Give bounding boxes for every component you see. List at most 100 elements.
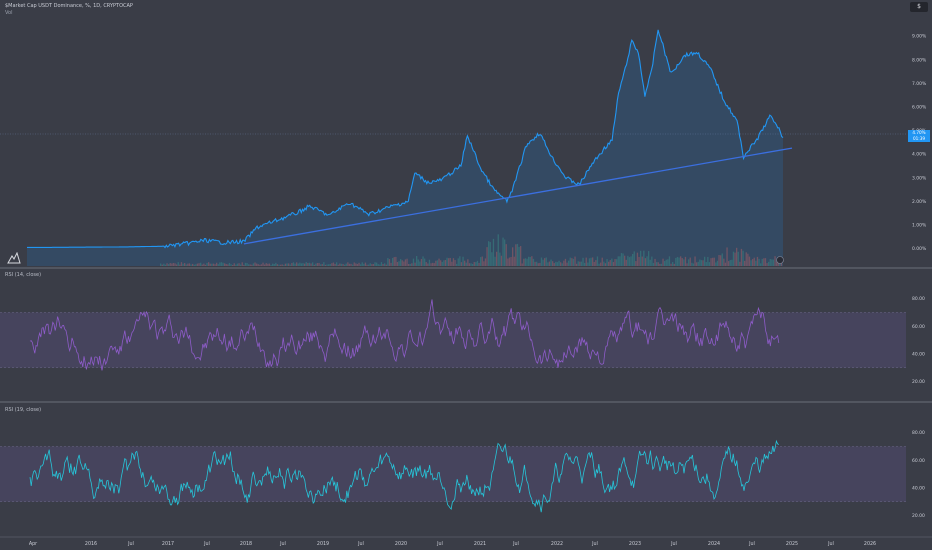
x-tick-label: Jul (512, 541, 519, 547)
volume-bar (364, 262, 367, 266)
volume-bar (547, 262, 549, 266)
volume-bar (502, 237, 504, 266)
volume-bar (464, 260, 466, 266)
volume-bar (371, 264, 373, 266)
volume-bar (468, 263, 471, 266)
volume-bar (624, 255, 626, 266)
volume-bar (230, 264, 232, 266)
rsi-series-line (29, 439, 779, 513)
rsi-19-title: RSI (19, close) (5, 407, 42, 413)
volume-bar (198, 263, 200, 266)
volume-bar (768, 261, 770, 266)
volume-bar (755, 260, 757, 266)
volume-bar (592, 257, 594, 266)
volume-bar (340, 263, 343, 266)
volume-bar (504, 239, 506, 266)
volume-bar (187, 263, 189, 266)
volume-bar (572, 258, 575, 266)
volume-bar (435, 260, 437, 266)
volume-bar (513, 256, 515, 266)
volume-bar (188, 263, 191, 266)
x-tick-label: Apr (29, 541, 37, 547)
volume-bar (726, 247, 728, 266)
x-tick-label: Jul (436, 541, 443, 547)
volume-bar (396, 262, 399, 266)
volume-bar (315, 263, 317, 266)
volume-bar (689, 257, 691, 266)
volume-bar (715, 262, 717, 266)
volume-bar (243, 264, 245, 266)
rsi-19-pane[interactable] (0, 439, 906, 513)
volume-bar (377, 264, 379, 266)
volume-bar (659, 263, 661, 266)
volume-bar (204, 264, 207, 266)
volume-bar (401, 260, 403, 266)
volume-bar (430, 263, 432, 266)
rsi-tick-label: 60.00 (912, 458, 925, 464)
volume-bar (601, 257, 603, 266)
x-tick-label: Jul (279, 541, 286, 547)
volume-bar (516, 243, 519, 266)
volume-bar (379, 264, 381, 266)
volume-bar (497, 234, 499, 266)
volume-bar (553, 263, 555, 266)
volume-bar (739, 261, 741, 266)
volume-bar (660, 263, 663, 266)
volume-bar (363, 263, 365, 266)
volume-bar (414, 262, 416, 266)
x-tick-label: 2025 (786, 541, 798, 547)
volume-bar (568, 260, 570, 266)
volume-bar (675, 257, 677, 266)
volume-bar (452, 258, 455, 266)
volume-bar (779, 263, 781, 266)
volume-bar (769, 259, 771, 266)
volume-bar (756, 256, 759, 266)
volume-bar (713, 257, 715, 266)
volume-bar (515, 244, 517, 266)
volume-bar (265, 263, 267, 266)
volume-bar (483, 261, 485, 266)
volume-bar (448, 258, 450, 266)
volume-bar (278, 264, 280, 266)
volume-bar (766, 263, 768, 266)
volume-bar (712, 257, 714, 266)
rsi-14-pane[interactable] (0, 299, 906, 371)
volume-bar (443, 260, 445, 266)
volume-bar (353, 262, 355, 266)
volume-bar (252, 263, 255, 266)
price-pane[interactable] (0, 29, 906, 267)
volume-bar (417, 259, 419, 266)
volume-bar (692, 263, 695, 266)
volume-bar (176, 264, 178, 266)
rsi-band (0, 312, 906, 368)
currency-button[interactable]: $ (910, 2, 928, 12)
price-tag-value: 4.70% (908, 130, 930, 136)
volume-bar (620, 253, 623, 266)
volume-bar (238, 263, 240, 266)
volume-bar (484, 258, 487, 266)
volume-bar (240, 264, 242, 266)
volume-bar (380, 262, 383, 266)
event-marker-icon (776, 256, 784, 264)
volume-bar (384, 263, 386, 266)
tradingview-logo-icon[interactable] (7, 252, 21, 264)
rsi-tick-label: 40.00 (912, 485, 925, 491)
volume-bar (640, 250, 642, 266)
volume-bar (750, 260, 752, 266)
volume-bar (212, 263, 215, 266)
volume-bar (614, 259, 616, 266)
volume-bar (596, 256, 599, 266)
volume-bars (160, 234, 783, 266)
volume-bar (227, 264, 229, 266)
volume-bar (200, 262, 202, 266)
volume-bar (304, 263, 306, 266)
x-tick-label: Jul (670, 541, 677, 547)
volume-bar (584, 262, 586, 266)
volume-bar (172, 262, 175, 266)
volume-bar (724, 262, 727, 266)
volume-bar (436, 260, 439, 266)
volume-bar (616, 259, 618, 266)
volume-bar (225, 264, 227, 266)
volume-bar (521, 263, 523, 266)
